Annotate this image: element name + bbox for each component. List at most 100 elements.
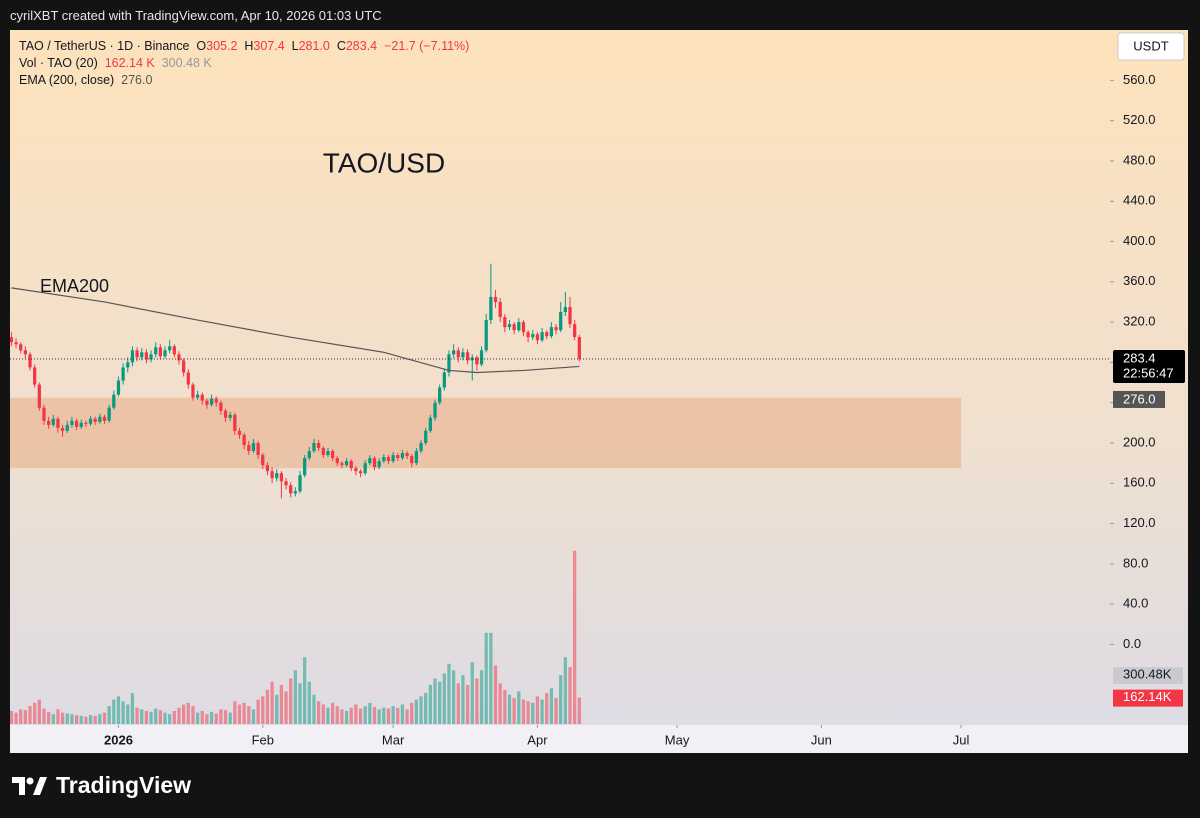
- candle-body: [265, 465, 270, 472]
- volume-bar: [28, 706, 32, 724]
- volume-bar: [33, 702, 37, 724]
- candle-body: [340, 463, 344, 466]
- candle-body: [223, 410, 228, 418]
- legend: TAO / TetherUS · 1D · Binance O305.2 H30…: [19, 38, 469, 89]
- candle-body: [452, 350, 456, 355]
- candle-body: [358, 471, 363, 474]
- volume-bar: [428, 684, 432, 724]
- candle-body: [247, 444, 251, 452]
- volume-bar: [191, 706, 195, 724]
- candle-body: [442, 372, 446, 388]
- candle-body: [405, 453, 409, 457]
- ema-value: 276.0: [121, 73, 153, 87]
- y-tick-label: 160.0: [1123, 475, 1156, 490]
- candle-body: [540, 332, 544, 341]
- volume-bar: [65, 713, 69, 724]
- volume-bar: [526, 701, 530, 724]
- candle-body: [14, 342, 18, 345]
- candle-body: [377, 461, 381, 468]
- candle-body: [307, 451, 311, 459]
- volume-bar: [577, 697, 581, 724]
- candle-body: [475, 357, 479, 365]
- volume-bar: [484, 632, 488, 724]
- volume-bar: [568, 667, 572, 724]
- candle-body: [163, 350, 167, 357]
- volume-bar: [321, 704, 325, 724]
- volume-bar: [19, 709, 23, 724]
- volume-bar: [517, 691, 521, 724]
- candle-body: [293, 491, 297, 494]
- y-tick-label: 0.0: [1123, 636, 1141, 651]
- volume-bar: [107, 706, 111, 724]
- candle-body: [493, 296, 498, 302]
- volume-bar: [326, 707, 330, 724]
- ohlc-value: 281.0: [298, 39, 330, 53]
- volume-bar: [186, 702, 190, 724]
- volume-bar: [289, 678, 293, 724]
- volume-bar: [70, 714, 74, 724]
- volume-bar: [284, 691, 288, 724]
- volume-bar: [205, 714, 209, 724]
- candle-body: [479, 350, 484, 365]
- volume-bar: [279, 684, 284, 724]
- ema-tag-label: 276.0: [1123, 391, 1156, 406]
- volume-bar: [470, 662, 474, 724]
- volume-bar: [233, 701, 237, 724]
- volume-bar: [317, 701, 321, 724]
- volume-bar: [549, 688, 554, 724]
- volume-bar: [51, 714, 55, 724]
- y-tick-label: 400.0: [1123, 233, 1156, 248]
- candle-body: [312, 442, 316, 452]
- volume-bar: [23, 710, 27, 724]
- candle-body: [135, 350, 139, 358]
- price-tag: [1113, 349, 1185, 383]
- volume-bar: [545, 693, 549, 724]
- candle-body: [349, 461, 353, 469]
- candle-body: [568, 306, 572, 325]
- candle-body: [177, 354, 181, 361]
- candle-body: [149, 354, 153, 360]
- x-axis-panel: [10, 725, 1188, 753]
- ohlc-value: 307.4: [253, 39, 285, 53]
- candle-body: [503, 317, 507, 328]
- volume-bar: [377, 709, 381, 724]
- chart-title: TAO/USD: [323, 147, 445, 178]
- ohlc-key: L: [291, 39, 299, 53]
- volume-bar: [368, 702, 372, 724]
- volume-bar: [88, 715, 93, 724]
- candle-body: [214, 398, 218, 403]
- candle-body: [554, 327, 558, 331]
- volume-bar: [307, 681, 311, 724]
- ohlc-key: C: [336, 39, 346, 53]
- ema-annotation: EMA200: [40, 276, 109, 296]
- currency-box: [1117, 32, 1185, 61]
- candle-body: [424, 430, 428, 443]
- candle-body: [484, 320, 488, 351]
- candle-body: [456, 350, 460, 358]
- x-tick-label: Apr: [527, 732, 548, 747]
- volume-bar: [419, 696, 423, 724]
- candle-body: [261, 455, 265, 466]
- volume-bar: [154, 708, 158, 724]
- zone: [10, 397, 962, 469]
- candle-body: [37, 384, 41, 408]
- candle-body: [168, 346, 172, 351]
- candle-body: [573, 324, 577, 338]
- candle-body: [335, 458, 339, 464]
- candle-body: [219, 402, 223, 411]
- volume-bar: [163, 712, 167, 724]
- candle-body: [60, 427, 65, 431]
- volume-bar: [442, 673, 446, 724]
- volume-bar: [563, 657, 567, 724]
- volume-bar: [270, 681, 274, 724]
- candle-body: [200, 394, 204, 401]
- volume-bar: [177, 707, 181, 724]
- candle-body: [121, 367, 125, 381]
- candle-body: [363, 463, 367, 474]
- x-tick-label: Jul: [953, 732, 970, 747]
- volume-bar: [503, 689, 507, 724]
- candle-body: [256, 442, 260, 456]
- candle-body: [382, 457, 386, 462]
- volume-bar: [330, 702, 335, 724]
- x-tick-label: Mar: [382, 732, 405, 747]
